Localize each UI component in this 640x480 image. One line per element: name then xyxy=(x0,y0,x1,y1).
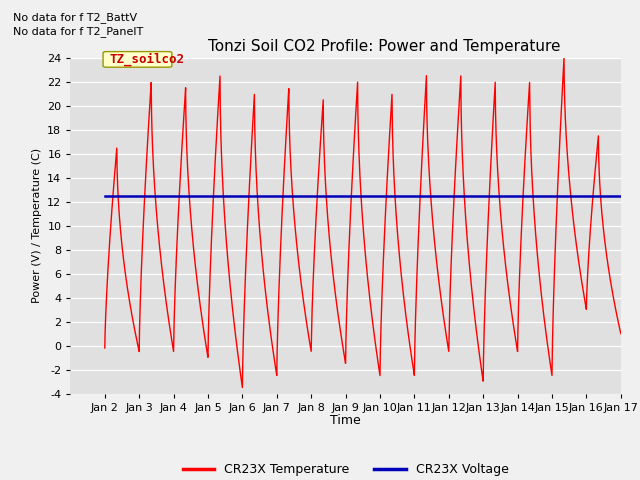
Y-axis label: Power (V) / Temperature (C): Power (V) / Temperature (C) xyxy=(31,148,42,303)
Legend: CR23X Temperature, CR23X Voltage: CR23X Temperature, CR23X Voltage xyxy=(178,458,513,480)
Text: No data for f T2_PanelT: No data for f T2_PanelT xyxy=(13,26,143,37)
X-axis label: Time: Time xyxy=(330,414,361,427)
FancyBboxPatch shape xyxy=(103,52,172,67)
Text: TZ_soilco2: TZ_soilco2 xyxy=(110,53,185,66)
Text: No data for f T2_BattV: No data for f T2_BattV xyxy=(13,12,137,23)
Title: Tonzi Soil CO2 Profile: Power and Temperature: Tonzi Soil CO2 Profile: Power and Temper… xyxy=(208,39,561,54)
